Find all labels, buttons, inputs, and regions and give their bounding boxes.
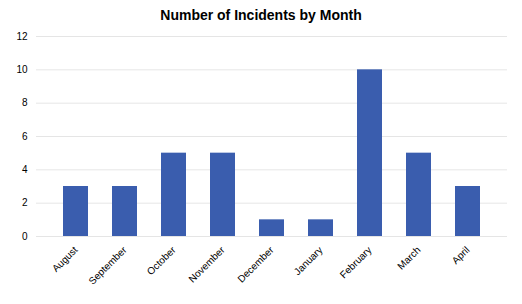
svg-text:2: 2 xyxy=(22,197,28,208)
svg-text:November: November xyxy=(186,244,227,285)
svg-text:September: September xyxy=(86,244,129,287)
svg-text:April: April xyxy=(450,244,472,266)
svg-text:0: 0 xyxy=(22,231,28,242)
svg-text:12: 12 xyxy=(16,31,28,42)
svg-text:January: January xyxy=(292,244,325,277)
svg-text:6: 6 xyxy=(22,131,28,142)
svg-text:4: 4 xyxy=(22,164,28,175)
svg-text:October: October xyxy=(145,244,178,277)
svg-text:8: 8 xyxy=(22,97,28,108)
svg-text:August: August xyxy=(50,244,80,274)
svg-text:December: December xyxy=(235,244,276,285)
svg-text:10: 10 xyxy=(16,64,28,75)
html-text:Number of Incidents by Month: Number of Incidents by Month xyxy=(160,7,362,23)
svg-text:March: March xyxy=(395,244,422,271)
svg-text:February: February xyxy=(338,244,374,280)
